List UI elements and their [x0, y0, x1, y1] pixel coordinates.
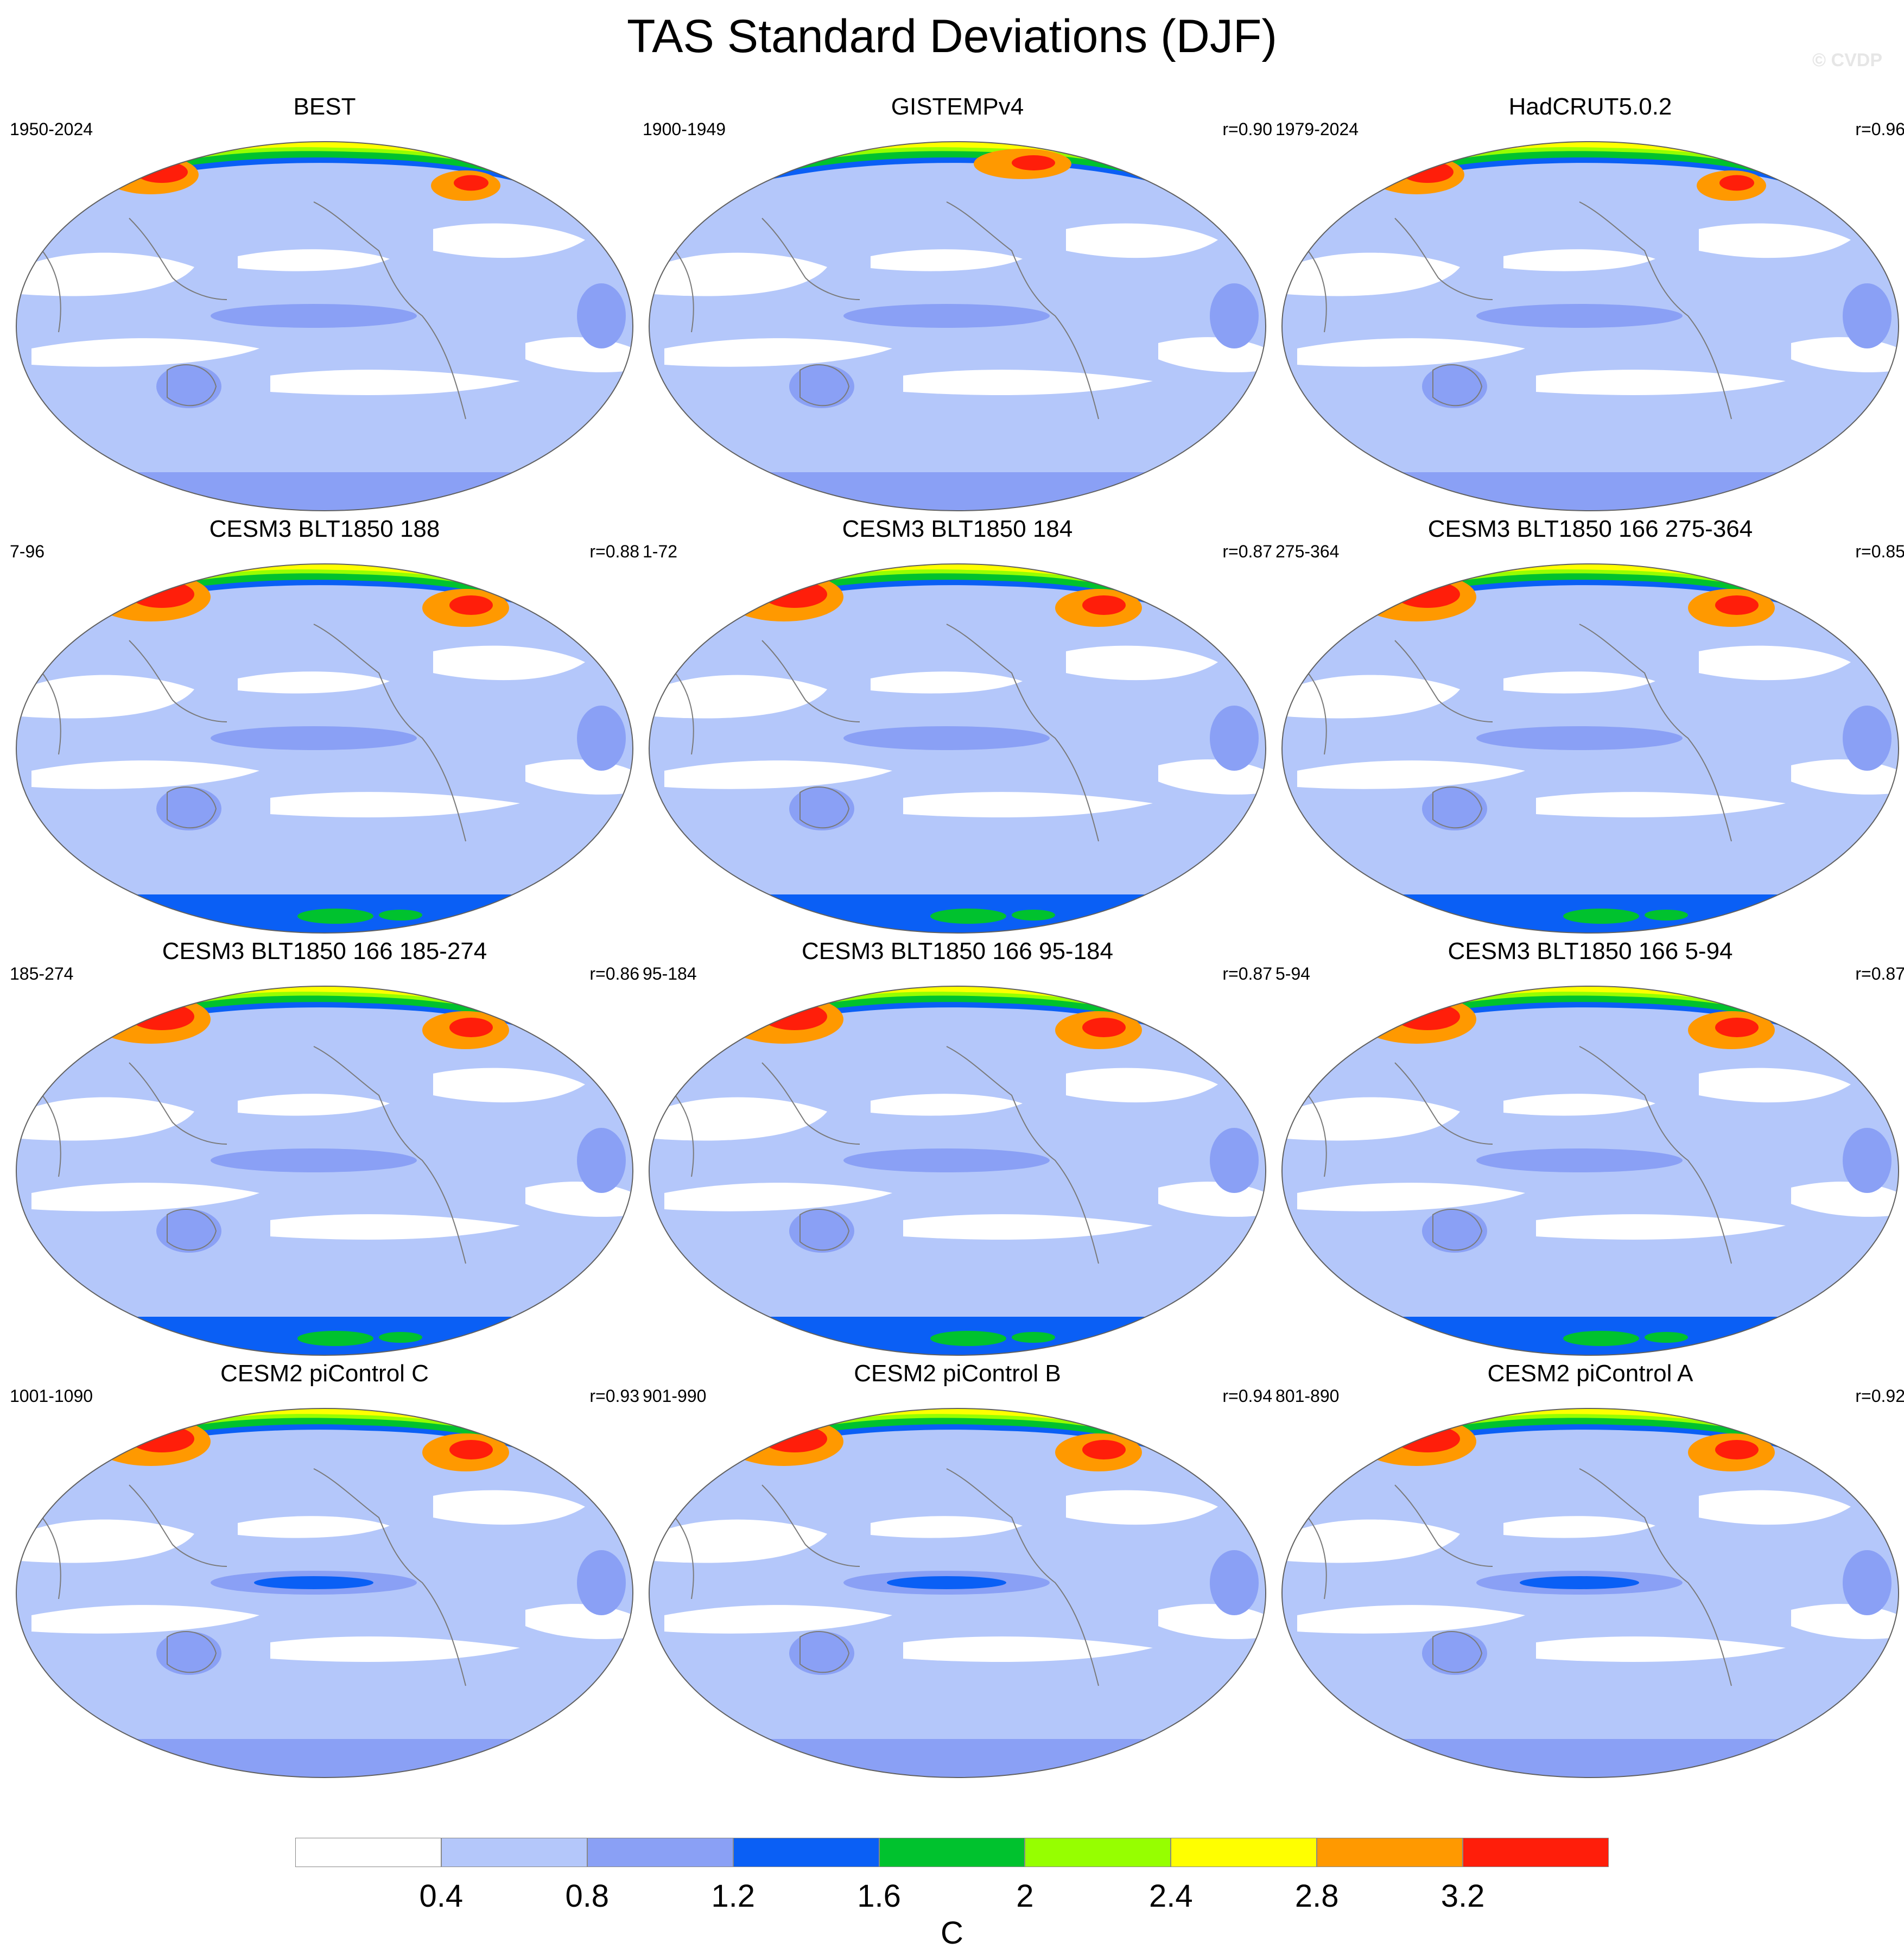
map-panel: CESM3 BLT1850 166 95-184 95-184 r=0.87 [643, 937, 1272, 1360]
tas-stddev-map [16, 141, 633, 511]
map-panel: CESM3 BLT1850 166 5-94 5-94 r=0.87 [1275, 937, 1904, 1360]
panel-title: BEST [293, 93, 356, 120]
panel-period: 1950-2024 [10, 119, 93, 139]
colorbar-segment [295, 1838, 441, 1867]
map-panel: HadCRUT5.0.2 1979-2024 r=0.96 [1275, 92, 1904, 516]
panel-period: 901-990 [643, 1386, 707, 1406]
map-panel: CESM3 BLT1850 166 275-364 275-364 r=0.85 [1275, 515, 1904, 938]
panel-period: 185-274 [10, 964, 74, 983]
tas-stddev-map [1281, 141, 1899, 511]
colorbar-tick-label: 1.2 [711, 1878, 755, 1914]
cvdp-credit: © CVDP [1812, 50, 1882, 71]
colorbar [295, 1838, 1609, 1868]
panel-correlation: r=0.85 [1855, 542, 1904, 561]
page-title: TAS Standard Deviations (DJF) [626, 10, 1278, 62]
colorbar-tick-label: 2.8 [1294, 1878, 1339, 1914]
colorbar-segment [879, 1838, 1025, 1867]
tas-stddev-map [1281, 563, 1899, 934]
colorbar-tick-label: 2 [1016, 1878, 1034, 1914]
colorbar-tick-label: 0.4 [419, 1878, 464, 1914]
colorbar-segment [1025, 1838, 1171, 1867]
panel-period: 7-96 [10, 542, 45, 561]
tas-stddev-map [649, 141, 1266, 511]
map-panel: CESM2 piControl A 801-890 r=0.92 [1275, 1359, 1904, 1782]
tas-stddev-map [16, 563, 633, 934]
tas-stddev-map [649, 986, 1266, 1356]
colorbar-segment [441, 1838, 587, 1867]
colorbar-units: C [941, 1915, 963, 1951]
panel-title: CESM3 BLT1850 166 185-274 [162, 938, 487, 964]
panel-correlation: r=0.88 [589, 542, 639, 561]
panel-correlation: r=0.87 [1855, 964, 1904, 983]
panel-correlation: r=0.96 [1855, 119, 1904, 139]
panel-correlation: r=0.92 [1855, 1386, 1904, 1406]
tas-stddev-map [16, 986, 633, 1356]
map-panel: BEST 1950-2024 [10, 92, 639, 516]
colorbar-tick-label: 2.4 [1149, 1878, 1193, 1914]
panel-period: 1900-1949 [643, 119, 726, 139]
panel-correlation: r=0.87 [1222, 542, 1272, 561]
panel-correlation: r=0.87 [1222, 964, 1272, 983]
colorbar-tick-label: 1.6 [857, 1878, 901, 1914]
map-panel: GISTEMPv4 1900-1949 r=0.90 [643, 92, 1272, 516]
tas-stddev-map [16, 1408, 633, 1778]
panel-title: GISTEMPv4 [891, 93, 1024, 120]
map-panel: CESM3 BLT1850 166 185-274 185-274 r=0.86 [10, 937, 639, 1360]
panel-correlation: r=0.94 [1222, 1386, 1272, 1406]
panel-title: CESM2 piControl B [854, 1360, 1061, 1387]
panel-title: CESM2 piControl A [1487, 1360, 1693, 1387]
colorbar-segment [1317, 1838, 1463, 1867]
tas-stddev-map [649, 563, 1266, 934]
colorbar-segment [587, 1838, 733, 1867]
map-panel: CESM3 BLT1850 184 1-72 r=0.87 [643, 515, 1272, 938]
panel-title: CESM3 BLT1850 184 [842, 516, 1073, 542]
map-panel: CESM2 piControl C 1001-1090 r=0.93 [10, 1359, 639, 1782]
map-panel: CESM2 piControl B 901-990 r=0.94 [643, 1359, 1272, 1782]
panel-title: CESM2 piControl C [220, 1360, 429, 1387]
panel-title: CESM3 BLT1850 166 95-184 [802, 938, 1113, 964]
panel-period: 1001-1090 [10, 1386, 93, 1406]
panel-title: CESM3 BLT1850 188 [209, 516, 440, 542]
panel-title: HadCRUT5.0.2 [1508, 93, 1672, 120]
panel-title: CESM3 BLT1850 166 275-364 [1427, 516, 1753, 542]
panel-period: 275-364 [1275, 542, 1340, 561]
panel-period: 95-184 [643, 964, 697, 983]
map-panel: CESM3 BLT1850 188 7-96 r=0.88 [10, 515, 639, 938]
panel-period: 1-72 [643, 542, 678, 561]
tas-stddev-map [649, 1408, 1266, 1778]
panel-period: 5-94 [1275, 964, 1311, 983]
panel-correlation: r=0.93 [589, 1386, 639, 1406]
colorbar-segment [1463, 1838, 1609, 1867]
tas-stddev-map [1281, 986, 1899, 1356]
tas-stddev-map [1281, 1408, 1899, 1778]
panel-period: 1979-2024 [1275, 119, 1359, 139]
panel-correlation: r=0.86 [589, 964, 639, 983]
panel-title: CESM3 BLT1850 166 5-94 [1448, 938, 1733, 964]
colorbar-tick-label: 3.2 [1440, 1878, 1485, 1914]
colorbar-segment [733, 1838, 879, 1867]
colorbar-segment [1171, 1838, 1317, 1867]
panel-correlation: r=0.90 [1222, 119, 1272, 139]
colorbar-tick-label: 0.8 [565, 1878, 610, 1914]
panel-period: 801-890 [1275, 1386, 1340, 1406]
